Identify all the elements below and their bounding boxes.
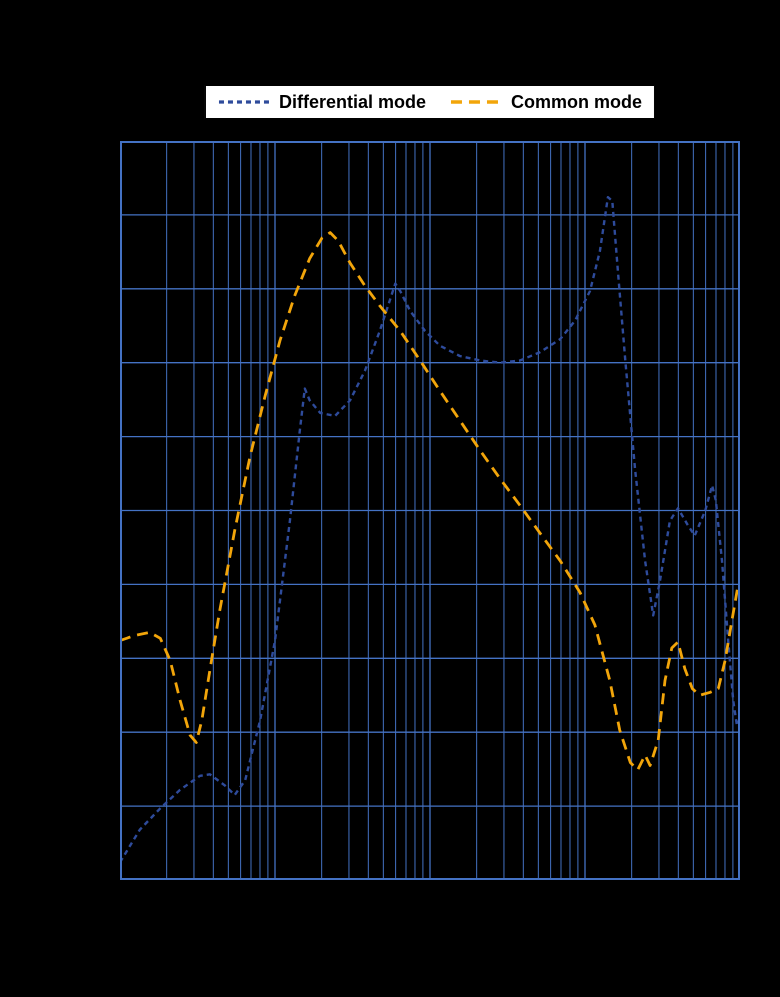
plot-area	[120, 141, 740, 880]
differential-mode-line-sample	[218, 100, 273, 104]
chart-legend: Differential mode Common mode	[204, 85, 656, 119]
common-mode-line-sample	[451, 100, 506, 104]
legend-label-common-mode: Common mode	[511, 92, 643, 112]
legend-item-common-mode: Common mode	[450, 93, 642, 111]
legend-item-differential-mode: Differential mode	[218, 93, 426, 111]
legend-label-differential-mode: Differential mode	[278, 92, 427, 112]
chart-svg	[120, 141, 740, 880]
grid-lines	[120, 141, 740, 880]
plot-border	[120, 141, 740, 880]
common-mode-curve	[120, 231, 740, 772]
